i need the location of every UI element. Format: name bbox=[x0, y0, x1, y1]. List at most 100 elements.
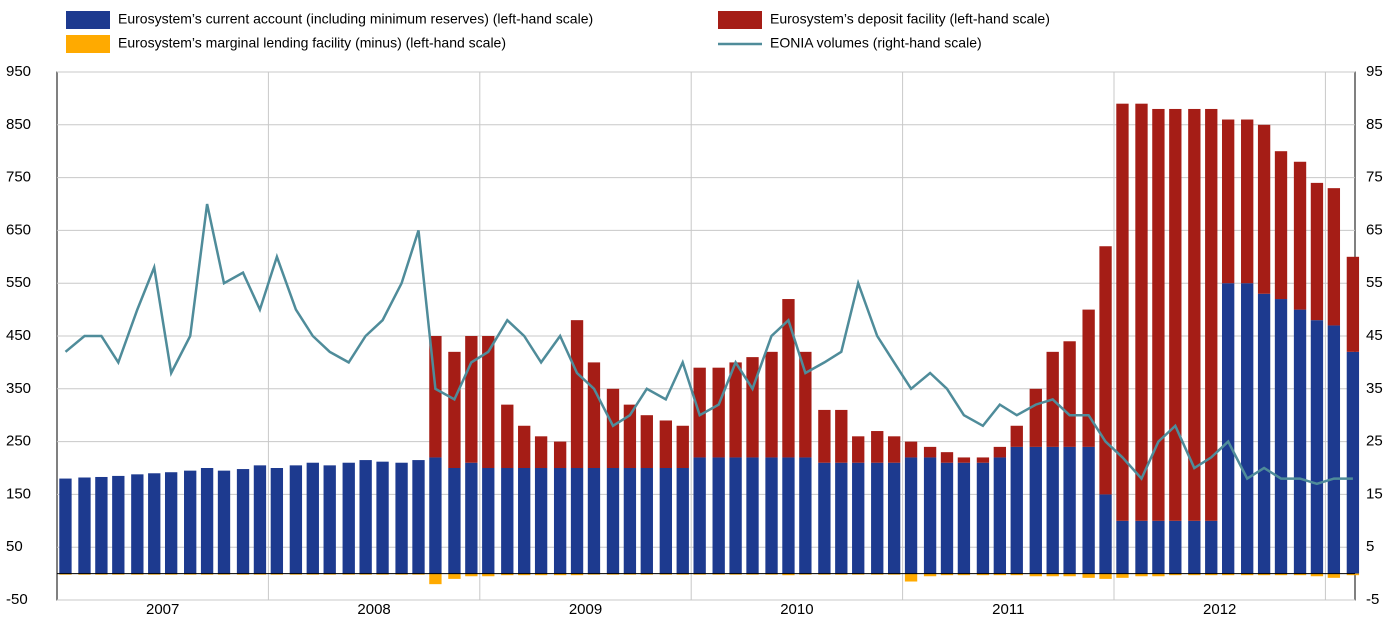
bar bbox=[1029, 388, 1042, 447]
bar bbox=[78, 477, 91, 574]
bar bbox=[1274, 151, 1288, 300]
bar bbox=[623, 468, 637, 574]
bar bbox=[729, 573, 742, 575]
bar bbox=[1099, 573, 1112, 579]
bar bbox=[236, 469, 250, 574]
bar bbox=[957, 573, 971, 576]
bar bbox=[904, 441, 918, 458]
x-tick-label: 2008 bbox=[357, 601, 390, 618]
bar bbox=[765, 351, 778, 458]
bar bbox=[1205, 573, 1218, 576]
bar bbox=[976, 462, 990, 574]
bar bbox=[623, 573, 637, 575]
bar bbox=[412, 573, 425, 575]
bar bbox=[871, 462, 884, 574]
bar bbox=[323, 465, 336, 574]
y-tick-label: 650 bbox=[6, 221, 31, 238]
bar bbox=[818, 573, 831, 575]
bar bbox=[148, 573, 161, 575]
bar bbox=[782, 457, 795, 574]
bar bbox=[342, 462, 355, 574]
y-tick-label: 850 bbox=[6, 116, 31, 133]
bar bbox=[395, 573, 408, 575]
bar bbox=[518, 425, 531, 468]
y2-tick-label: 25 bbox=[1366, 433, 1383, 450]
bar bbox=[534, 468, 548, 574]
y-tick-label: 550 bbox=[6, 274, 31, 291]
bar bbox=[746, 573, 759, 575]
bar bbox=[412, 460, 425, 574]
y2-tick-label: 85 bbox=[1366, 116, 1383, 133]
bar bbox=[1152, 520, 1165, 574]
bar bbox=[1169, 573, 1182, 576]
bar bbox=[659, 468, 672, 574]
bar bbox=[553, 573, 567, 576]
y2-tick-label: 55 bbox=[1366, 274, 1383, 291]
bar bbox=[904, 573, 918, 582]
bar bbox=[1010, 573, 1023, 576]
bar bbox=[1010, 425, 1023, 447]
bar bbox=[164, 472, 178, 574]
bar bbox=[395, 462, 408, 574]
legend-label: Eurosystem’s current account (including … bbox=[118, 11, 593, 27]
bar bbox=[465, 462, 478, 574]
bar bbox=[676, 425, 689, 468]
bar bbox=[887, 573, 901, 575]
bar bbox=[871, 431, 884, 463]
bar bbox=[1293, 309, 1307, 574]
bar bbox=[482, 573, 495, 577]
bar bbox=[448, 468, 461, 574]
bar bbox=[184, 573, 197, 575]
bar bbox=[1046, 446, 1059, 574]
bar bbox=[253, 465, 267, 574]
bar bbox=[1241, 283, 1254, 574]
bar bbox=[359, 573, 372, 575]
y2-tick-label: -5 bbox=[1366, 591, 1379, 608]
x-tick-label: 2009 bbox=[569, 601, 602, 618]
bar bbox=[1135, 573, 1148, 577]
bar bbox=[217, 470, 231, 574]
bar bbox=[448, 573, 461, 579]
y-tick-label: 150 bbox=[6, 485, 31, 502]
bar bbox=[448, 351, 461, 468]
bar bbox=[1152, 108, 1165, 521]
bar bbox=[131, 474, 144, 574]
bar bbox=[765, 573, 778, 575]
bar bbox=[570, 320, 584, 468]
bar bbox=[570, 468, 584, 574]
bar bbox=[976, 457, 990, 463]
bar bbox=[676, 468, 689, 574]
bar bbox=[148, 473, 161, 574]
bar bbox=[1063, 446, 1076, 574]
bar bbox=[1346, 573, 1360, 576]
bar bbox=[640, 415, 653, 468]
bar bbox=[200, 468, 214, 574]
bar bbox=[587, 362, 601, 468]
bar bbox=[164, 573, 178, 575]
bar bbox=[1188, 520, 1201, 574]
bar bbox=[1116, 520, 1129, 574]
bar bbox=[306, 573, 319, 575]
bar bbox=[112, 475, 125, 574]
bar bbox=[1099, 246, 1112, 495]
bar bbox=[887, 436, 901, 463]
bar bbox=[553, 468, 567, 574]
bar bbox=[1327, 325, 1341, 574]
legend-swatch bbox=[718, 11, 762, 29]
bar bbox=[1029, 446, 1042, 574]
bar bbox=[1205, 108, 1218, 521]
x-tick-label: 2007 bbox=[146, 601, 179, 618]
bar bbox=[253, 573, 267, 575]
bar bbox=[1188, 108, 1201, 521]
bar bbox=[1346, 256, 1360, 352]
y-tick-label: 450 bbox=[6, 327, 31, 344]
bar bbox=[852, 573, 865, 575]
bar bbox=[1046, 573, 1059, 577]
bar bbox=[482, 468, 495, 574]
y2-tick-label: 5 bbox=[1366, 538, 1374, 555]
bar bbox=[482, 336, 495, 468]
bar bbox=[1221, 119, 1235, 284]
bar bbox=[712, 573, 725, 575]
bar bbox=[429, 457, 442, 574]
